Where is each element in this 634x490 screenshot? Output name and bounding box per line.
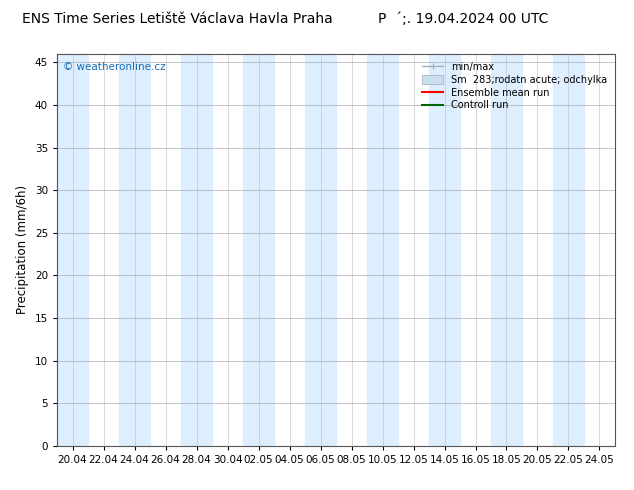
Bar	[491, 54, 522, 446]
Text: ENS Time Series Letiště Václava Havla Praha: ENS Time Series Letiště Václava Havla Pr…	[22, 12, 333, 26]
Y-axis label: Precipitation (mm/6h): Precipitation (mm/6h)	[16, 185, 29, 315]
Bar	[553, 54, 584, 446]
Text: © weatheronline.cz: © weatheronline.cz	[63, 62, 165, 72]
Bar	[181, 54, 212, 446]
Bar	[119, 54, 150, 446]
Bar	[243, 54, 274, 446]
Text: P  ´;. 19.04.2024 00 UTC: P ´;. 19.04.2024 00 UTC	[378, 12, 548, 26]
Legend: min/max, Sm  283;rodatn acute; odchylka, Ensemble mean run, Controll run: min/max, Sm 283;rodatn acute; odchylka, …	[419, 59, 610, 113]
Bar	[305, 54, 336, 446]
Bar	[57, 54, 88, 446]
Bar	[429, 54, 460, 446]
Bar	[367, 54, 398, 446]
